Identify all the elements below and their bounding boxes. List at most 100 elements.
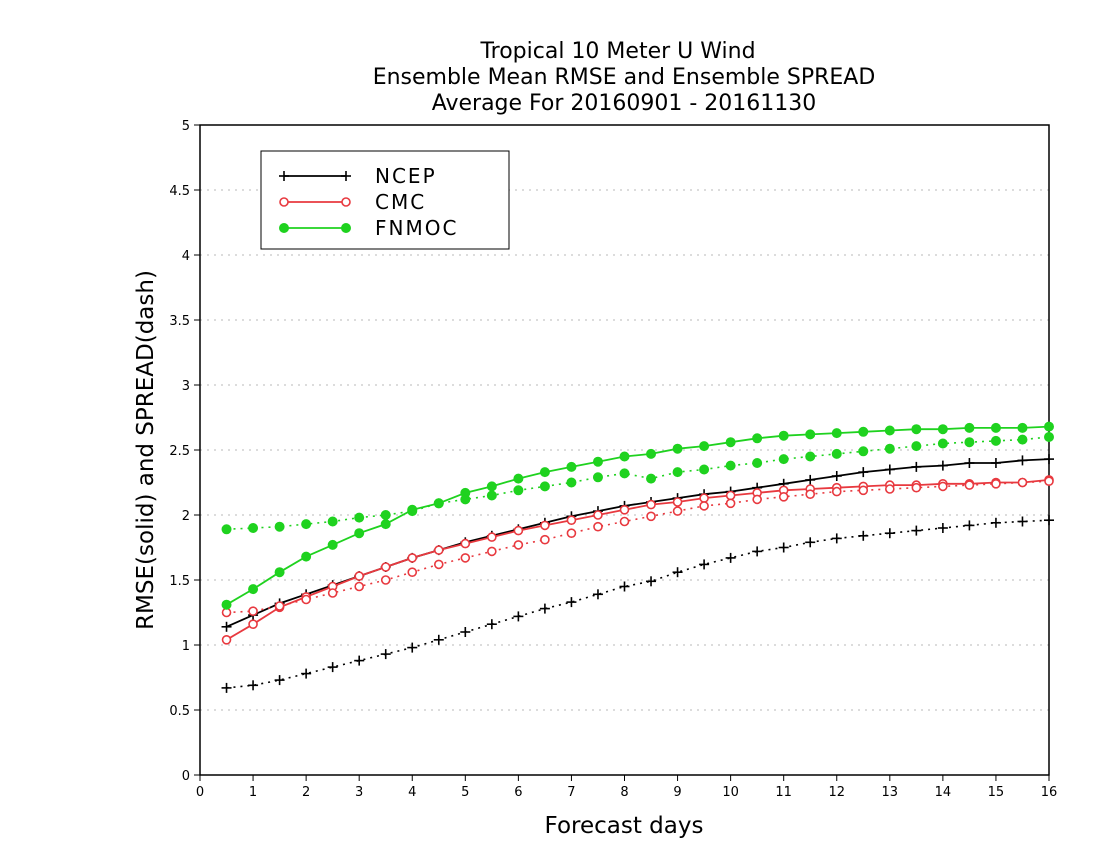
data-point-circle xyxy=(327,588,338,598)
data-point-plus xyxy=(858,530,869,541)
data-point-plus xyxy=(248,680,259,691)
data-point-dot xyxy=(341,223,351,233)
data-point-circle xyxy=(513,525,524,536)
data-point-dot xyxy=(279,223,289,233)
data-point-circle xyxy=(805,489,816,500)
data-point-circle xyxy=(566,515,577,526)
data-point-circle xyxy=(380,562,391,572)
data-point-dot xyxy=(884,425,895,436)
data-point-dot xyxy=(831,428,842,439)
data-point-plus xyxy=(858,467,869,478)
data-point-circle xyxy=(991,478,1001,489)
data-point-circle xyxy=(885,484,895,494)
data-point-circle xyxy=(354,571,364,581)
y-tick-label: 0.5 xyxy=(169,704,190,719)
data-point-dot xyxy=(646,473,657,484)
data-point-dot xyxy=(274,521,285,532)
x-tick-label: 8 xyxy=(620,785,628,800)
data-point-dot xyxy=(592,456,603,467)
legend-label: NCEP xyxy=(375,164,437,188)
data-point-circle xyxy=(1044,476,1054,487)
data-point-circle xyxy=(341,197,351,207)
y-tick-label: 0 xyxy=(182,769,190,784)
x-tick-label: 0 xyxy=(196,785,204,800)
data-point-circle xyxy=(911,482,922,493)
data-point-dot xyxy=(672,443,683,454)
y-tick-label: 4 xyxy=(182,249,190,264)
data-point-plus xyxy=(805,537,816,548)
data-point-circle xyxy=(248,619,258,630)
data-point-circle xyxy=(433,545,444,555)
data-point-circle xyxy=(752,494,762,505)
data-point-dot xyxy=(858,426,869,437)
legend-label: FNMOC xyxy=(375,216,458,240)
data-point-dot xyxy=(460,494,471,505)
y-tick-label: 1.5 xyxy=(169,574,190,589)
data-point-circle xyxy=(301,594,311,605)
data-point-circle xyxy=(487,532,497,542)
data-point-dot xyxy=(513,485,524,496)
data-point-dot xyxy=(911,441,922,452)
data-point-plus xyxy=(460,627,471,637)
series-ncep-solid xyxy=(221,454,1054,632)
data-point-circle xyxy=(380,575,391,585)
x-tick-label: 1 xyxy=(249,785,257,800)
data-point-dot xyxy=(964,437,975,448)
data-point-plus xyxy=(274,675,285,686)
data-point-circle xyxy=(354,581,364,592)
data-point-dot xyxy=(646,448,657,459)
data-point-dot xyxy=(407,506,418,517)
data-point-circle xyxy=(274,601,285,611)
series-group xyxy=(221,421,1054,693)
data-point-plus xyxy=(407,642,418,653)
series-fnmoc-solid xyxy=(221,421,1054,610)
data-point-circle xyxy=(672,506,683,516)
data-point-dot xyxy=(937,424,948,435)
data-point-dot xyxy=(1044,421,1054,432)
data-point-dot xyxy=(619,451,630,462)
data-point-dot xyxy=(248,523,259,533)
data-point-dot xyxy=(990,422,1001,433)
data-point-plus xyxy=(911,461,922,472)
data-point-plus xyxy=(937,523,948,533)
series-line xyxy=(226,425,1050,606)
data-point-circle xyxy=(858,485,869,496)
data-point-circle xyxy=(566,528,577,539)
data-point-dot xyxy=(805,429,816,440)
data-point-plus xyxy=(831,533,842,544)
x-axis-label: Forecast days xyxy=(545,813,704,839)
data-point-dot xyxy=(858,446,869,457)
data-point-plus xyxy=(341,171,351,181)
data-point-dot xyxy=(752,458,763,468)
data-point-circle xyxy=(619,516,630,527)
data-point-plus xyxy=(433,634,444,645)
data-point-dot xyxy=(380,510,391,520)
data-point-plus xyxy=(672,567,683,578)
data-point-dot xyxy=(884,443,895,454)
y-tick-label: 3.5 xyxy=(169,314,190,329)
data-point-plus xyxy=(327,662,338,673)
data-point-dot xyxy=(990,435,1001,446)
data-point-dot xyxy=(699,441,710,452)
data-point-plus xyxy=(221,682,232,693)
data-point-dot xyxy=(539,481,550,492)
data-point-circle xyxy=(1017,477,1028,488)
data-point-circle xyxy=(699,501,709,511)
data-point-plus xyxy=(513,611,524,622)
data-point-dot xyxy=(221,524,232,535)
data-point-circle xyxy=(433,559,444,570)
data-point-circle xyxy=(221,634,232,645)
chart-title-line-2: Ensemble Mean RMSE and Ensemble SPREAD xyxy=(373,65,876,90)
data-point-plus xyxy=(725,552,736,563)
series-cmc-dash xyxy=(221,476,1054,618)
x-tick-label: 16 xyxy=(1041,785,1058,800)
data-point-dot xyxy=(301,519,312,530)
series-line xyxy=(226,519,1050,689)
data-point-dot xyxy=(380,519,391,530)
legend-entry-cmc: CMC xyxy=(279,190,424,214)
x-tick-label: 3 xyxy=(355,785,363,800)
data-point-dot xyxy=(1044,432,1054,442)
data-point-dot xyxy=(752,433,763,444)
